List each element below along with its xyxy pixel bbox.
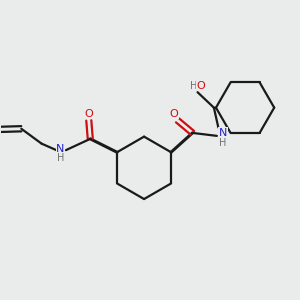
Text: O: O bbox=[170, 109, 178, 119]
Text: N: N bbox=[56, 144, 65, 154]
Text: O: O bbox=[196, 81, 205, 91]
Text: H: H bbox=[190, 81, 198, 91]
Text: H: H bbox=[57, 154, 64, 164]
Text: N: N bbox=[219, 128, 227, 138]
Text: H: H bbox=[219, 138, 226, 148]
Text: O: O bbox=[84, 109, 93, 119]
